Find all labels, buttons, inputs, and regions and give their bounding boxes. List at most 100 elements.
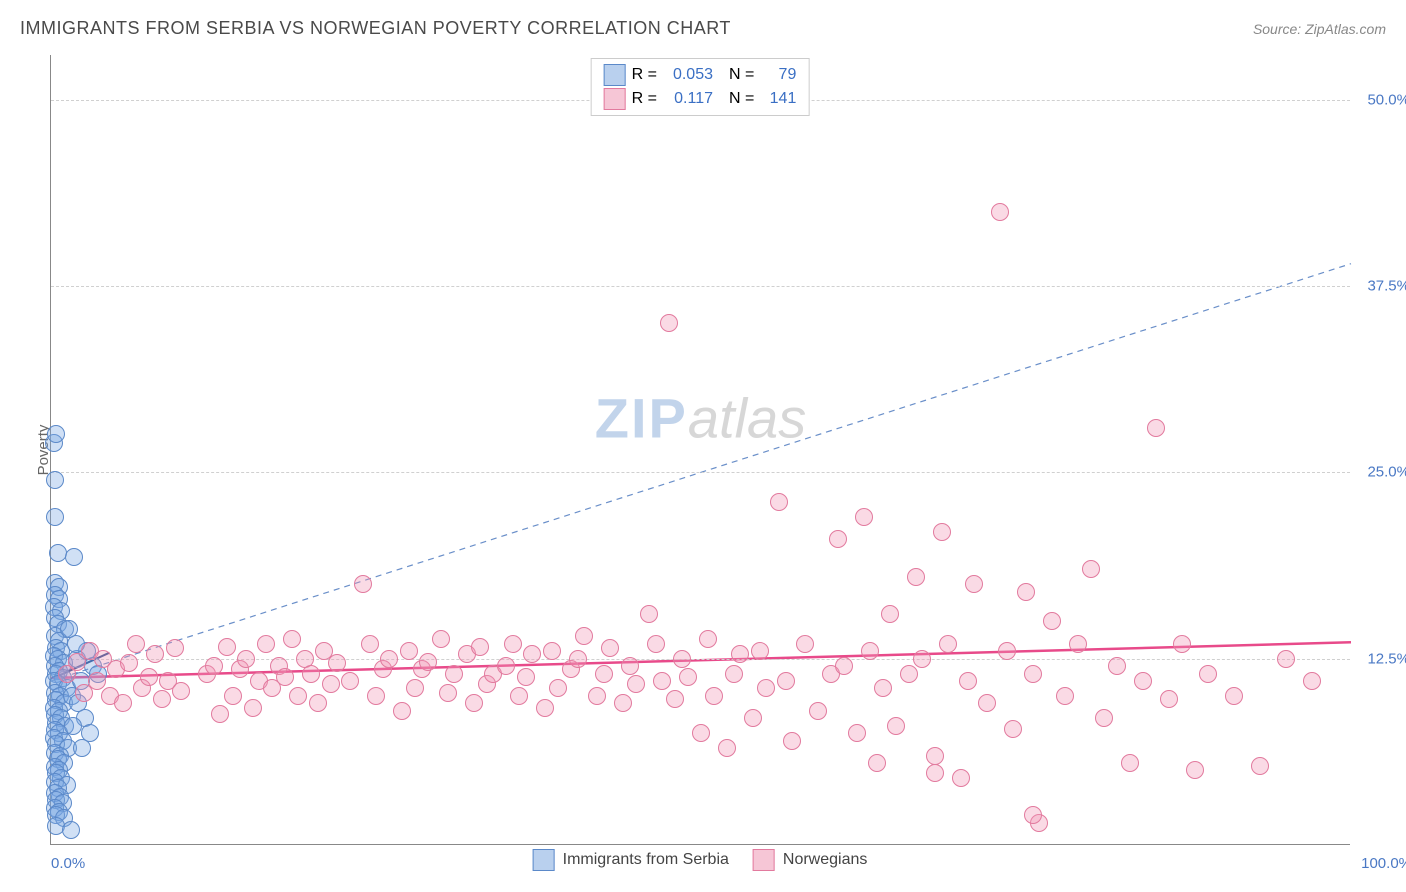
legend-item-norwegians: Norwegians	[753, 849, 867, 871]
data-point-norwegians	[367, 687, 385, 705]
watermark-atlas: atlas	[688, 386, 806, 449]
data-point-norwegians	[926, 764, 944, 782]
stats-row-serbia: R =0.053N =79	[604, 63, 797, 87]
chart-header: IMMIGRANTS FROM SERBIA VS NORWEGIAN POVE…	[20, 18, 1386, 39]
stats-row-norwegians: R =0.117N =141	[604, 87, 797, 111]
data-point-norwegians	[406, 679, 424, 697]
data-point-norwegians	[523, 645, 541, 663]
data-point-norwegians	[874, 679, 892, 697]
data-point-norwegians	[588, 687, 606, 705]
data-point-norwegians	[432, 630, 450, 648]
data-point-norwegians	[777, 672, 795, 690]
data-point-norwegians	[400, 642, 418, 660]
data-point-norwegians	[237, 650, 255, 668]
data-point-norwegians	[328, 654, 346, 672]
data-point-norwegians	[1173, 635, 1191, 653]
data-point-norwegians	[172, 682, 190, 700]
chart-title: IMMIGRANTS FROM SERBIA VS NORWEGIAN POVE…	[20, 18, 731, 39]
data-point-norwegians	[978, 694, 996, 712]
data-point-norwegians	[1277, 650, 1295, 668]
data-point-norwegians	[445, 665, 463, 683]
data-point-norwegians	[1095, 709, 1113, 727]
data-point-norwegians	[991, 203, 1009, 221]
data-point-norwegians	[757, 679, 775, 697]
data-point-norwegians	[1004, 720, 1022, 738]
data-point-norwegians	[543, 642, 561, 660]
data-point-norwegians	[536, 699, 554, 717]
data-point-norwegians	[289, 687, 307, 705]
data-point-norwegians	[926, 747, 944, 765]
data-point-norwegians	[1186, 761, 1204, 779]
data-point-norwegians	[1147, 419, 1165, 437]
data-point-norwegians	[153, 690, 171, 708]
data-point-norwegians	[120, 654, 138, 672]
data-point-norwegians	[283, 630, 301, 648]
data-point-norwegians	[1199, 665, 1217, 683]
data-point-serbia	[60, 620, 78, 638]
data-point-norwegians	[601, 639, 619, 657]
watermark-zip: ZIP	[595, 386, 688, 449]
stat-n-value: 141	[760, 87, 796, 111]
stat-r-label: R =	[632, 63, 657, 87]
data-point-norwegians	[1017, 583, 1035, 601]
data-point-serbia	[46, 471, 64, 489]
data-point-norwegians	[998, 642, 1016, 660]
data-point-norwegians	[939, 635, 957, 653]
data-point-norwegians	[627, 675, 645, 693]
data-point-norwegians	[913, 650, 931, 668]
data-point-norwegians	[465, 694, 483, 712]
legend-swatch-serbia	[604, 64, 626, 86]
watermark: ZIPatlas	[595, 385, 806, 450]
data-point-norwegians	[907, 568, 925, 586]
data-point-norwegians	[887, 717, 905, 735]
y-tick-label: 50.0%	[1355, 91, 1406, 108]
data-point-norwegians	[302, 665, 320, 683]
data-point-norwegians	[614, 694, 632, 712]
data-point-norwegians	[380, 650, 398, 668]
data-point-norwegians	[510, 687, 528, 705]
data-point-norwegians	[218, 638, 236, 656]
data-point-serbia	[73, 739, 91, 757]
stat-n-value: 79	[760, 63, 796, 87]
data-point-norwegians	[166, 639, 184, 657]
data-point-norwegians	[276, 668, 294, 686]
data-point-norwegians	[549, 679, 567, 697]
data-point-norwegians	[393, 702, 411, 720]
data-point-norwegians	[127, 635, 145, 653]
data-point-norwegians	[569, 650, 587, 668]
gridline	[51, 286, 1350, 287]
legend-swatch-serbia	[533, 849, 555, 871]
data-point-norwegians	[322, 675, 340, 693]
data-point-norwegians	[595, 665, 613, 683]
data-point-serbia	[62, 821, 80, 839]
data-point-norwegians	[861, 642, 879, 660]
data-point-norwegians	[1225, 687, 1243, 705]
data-point-norwegians	[783, 732, 801, 750]
data-point-norwegians	[751, 642, 769, 660]
stat-n-label: N =	[729, 87, 754, 111]
data-point-norwegians	[361, 635, 379, 653]
data-point-norwegians	[770, 493, 788, 511]
data-point-norwegians	[114, 694, 132, 712]
data-point-norwegians	[419, 653, 437, 671]
data-point-norwegians	[1134, 672, 1152, 690]
data-point-norwegians	[341, 672, 359, 690]
data-point-norwegians	[855, 508, 873, 526]
x-tick-label: 0.0%	[51, 855, 85, 872]
legend-item-serbia: Immigrants from Serbia	[533, 849, 729, 871]
data-point-norwegians	[809, 702, 827, 720]
data-point-norwegians	[900, 665, 918, 683]
y-tick-label: 25.0%	[1355, 464, 1406, 481]
data-point-norwegians	[146, 645, 164, 663]
data-point-norwegians	[725, 665, 743, 683]
y-tick-label: 37.5%	[1355, 278, 1406, 295]
data-point-norwegians	[699, 630, 717, 648]
data-point-norwegians	[952, 769, 970, 787]
y-tick-label: 12.5%	[1355, 650, 1406, 667]
data-point-norwegians	[244, 699, 262, 717]
legend-swatch-norwegians	[753, 849, 775, 871]
series-legend: Immigrants from Serbia Norwegians	[533, 849, 868, 871]
data-point-norwegians	[1160, 690, 1178, 708]
stat-r-label: R =	[632, 87, 657, 111]
data-point-norwegians	[211, 705, 229, 723]
